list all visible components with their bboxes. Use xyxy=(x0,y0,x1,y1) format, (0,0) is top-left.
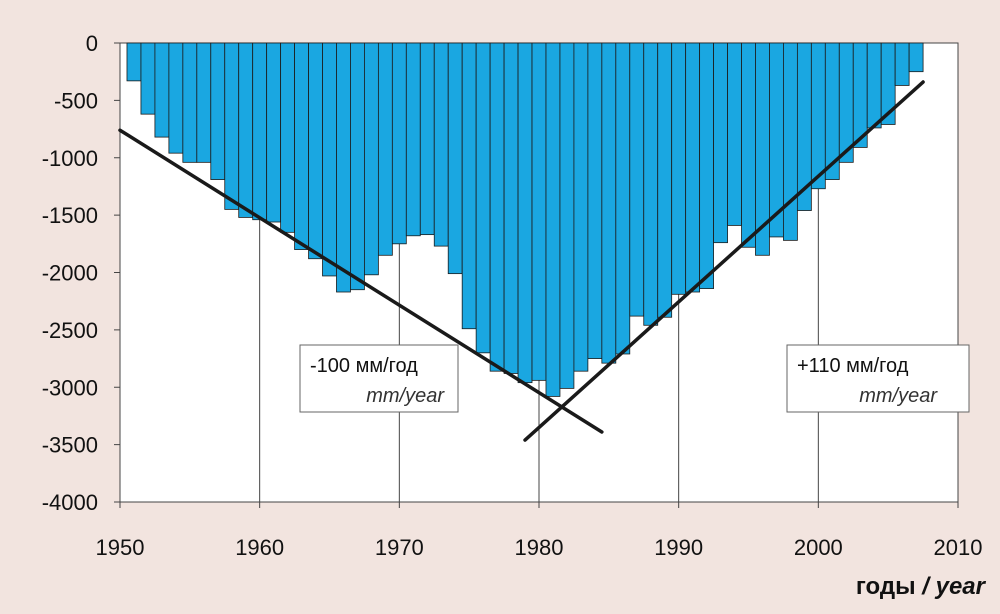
y-tick-label--2500: -2500 xyxy=(42,318,98,343)
bar-1994 xyxy=(727,42,742,226)
bar-1955 xyxy=(182,42,198,163)
bar-1963 xyxy=(294,42,309,250)
bar-1973 xyxy=(433,42,449,247)
annotation-right-unit: mm/year xyxy=(859,385,938,407)
annotation-left-unit: mm/year xyxy=(366,385,445,407)
bar-1971 xyxy=(405,42,421,237)
annotation-right-label: +110 мм/год xyxy=(797,355,909,377)
x-axis-label: годы / year xyxy=(856,573,987,600)
bar-1954 xyxy=(168,42,184,154)
bar-2004 xyxy=(866,42,882,129)
x-tick-label-1960: 1960 xyxy=(235,535,284,560)
x-tick-label-2010: 2010 xyxy=(934,535,983,560)
bar-1998 xyxy=(783,42,798,241)
bar-1991 xyxy=(685,42,701,293)
bar-1983 xyxy=(573,42,589,372)
bar-1978 xyxy=(503,42,519,374)
x-tick-label-1980: 1980 xyxy=(515,535,564,560)
trend-line-2 xyxy=(523,80,925,442)
bar-1958 xyxy=(224,42,240,210)
bar-1957 xyxy=(210,42,226,180)
x-tick-label-1950: 1950 xyxy=(96,535,145,560)
bar-1985 xyxy=(601,42,617,364)
bar-2000 xyxy=(810,42,826,190)
bar-1988 xyxy=(643,42,659,326)
annotation-right-box xyxy=(786,344,970,413)
x-axis: 1950 1960 1970 1980 1990 2000 2010 xyxy=(96,502,983,560)
bar-1990 xyxy=(671,42,687,295)
bar-1987 xyxy=(629,42,645,317)
annotation-left: -100 мм/год mm/year xyxy=(299,344,459,413)
bar-1966 xyxy=(336,42,351,293)
y-tick-label--4000: -4000 xyxy=(42,490,98,515)
bar-1960 xyxy=(252,42,268,221)
bar-2006 xyxy=(894,42,910,86)
bar-2003 xyxy=(852,42,868,148)
y-axis: 0 -500 -1000 -1500 -2000 -2500 -3000 -3500 -4000 xyxy=(42,31,120,515)
bar-1993 xyxy=(713,42,728,244)
bars xyxy=(126,42,924,397)
bar-1961 xyxy=(266,42,282,223)
bar-1967 xyxy=(350,42,365,291)
bar-1956 xyxy=(196,42,212,163)
bar-1952 xyxy=(140,42,156,115)
bar-1970 xyxy=(391,42,407,245)
annotation-left-label: -100 мм/год xyxy=(310,355,418,377)
bar-1982 xyxy=(559,42,575,389)
y-tick-label--3500: -3500 xyxy=(42,433,98,458)
bar-1965 xyxy=(322,42,337,277)
x-axis-label-sep: / xyxy=(921,573,931,600)
annotation-left-box xyxy=(299,344,459,413)
x-axis-label-ru: годы xyxy=(856,573,916,600)
x-tick-label-1990: 1990 xyxy=(654,535,703,560)
bar-1976 xyxy=(475,42,491,354)
bar-1959 xyxy=(238,42,254,218)
bar-1986 xyxy=(615,42,631,355)
bar-1995 xyxy=(741,42,756,248)
bar-1977 xyxy=(489,42,505,372)
y-tick-label-0: 0 xyxy=(86,31,98,56)
x-axis-label-en: year xyxy=(935,573,987,600)
bar-1989 xyxy=(657,42,673,318)
bar-1962 xyxy=(280,42,295,233)
bar-1951 xyxy=(126,42,142,82)
y-tick-label--500: -500 xyxy=(54,88,98,113)
bar-1974 xyxy=(447,42,463,275)
bar-2007 xyxy=(908,42,924,73)
y-tick-label--1000: -1000 xyxy=(42,146,98,171)
bar-1972 xyxy=(419,42,435,236)
bar-1979 xyxy=(517,42,533,384)
y-tick-label--3000: -3000 xyxy=(42,375,98,400)
bar-1964 xyxy=(308,42,323,260)
bar-1980 xyxy=(531,42,547,381)
y-tick-label--2000: -2000 xyxy=(42,261,98,286)
bar-1969 xyxy=(377,42,393,256)
x-tick-label-2000: 2000 xyxy=(794,535,843,560)
trend-lines xyxy=(118,80,925,442)
bar-1992 xyxy=(699,42,714,289)
bar-1968 xyxy=(364,42,379,276)
y-tick-label--1500: -1500 xyxy=(42,203,98,228)
bar-1953 xyxy=(154,42,170,138)
bar-1981 xyxy=(545,42,561,397)
bar-1975 xyxy=(461,42,477,330)
trend-line-1 xyxy=(118,128,604,434)
bar-1984 xyxy=(587,42,603,359)
x-tick-label-1970: 1970 xyxy=(375,535,424,560)
annotation-right: +110 мм/год mm/year xyxy=(786,344,970,413)
